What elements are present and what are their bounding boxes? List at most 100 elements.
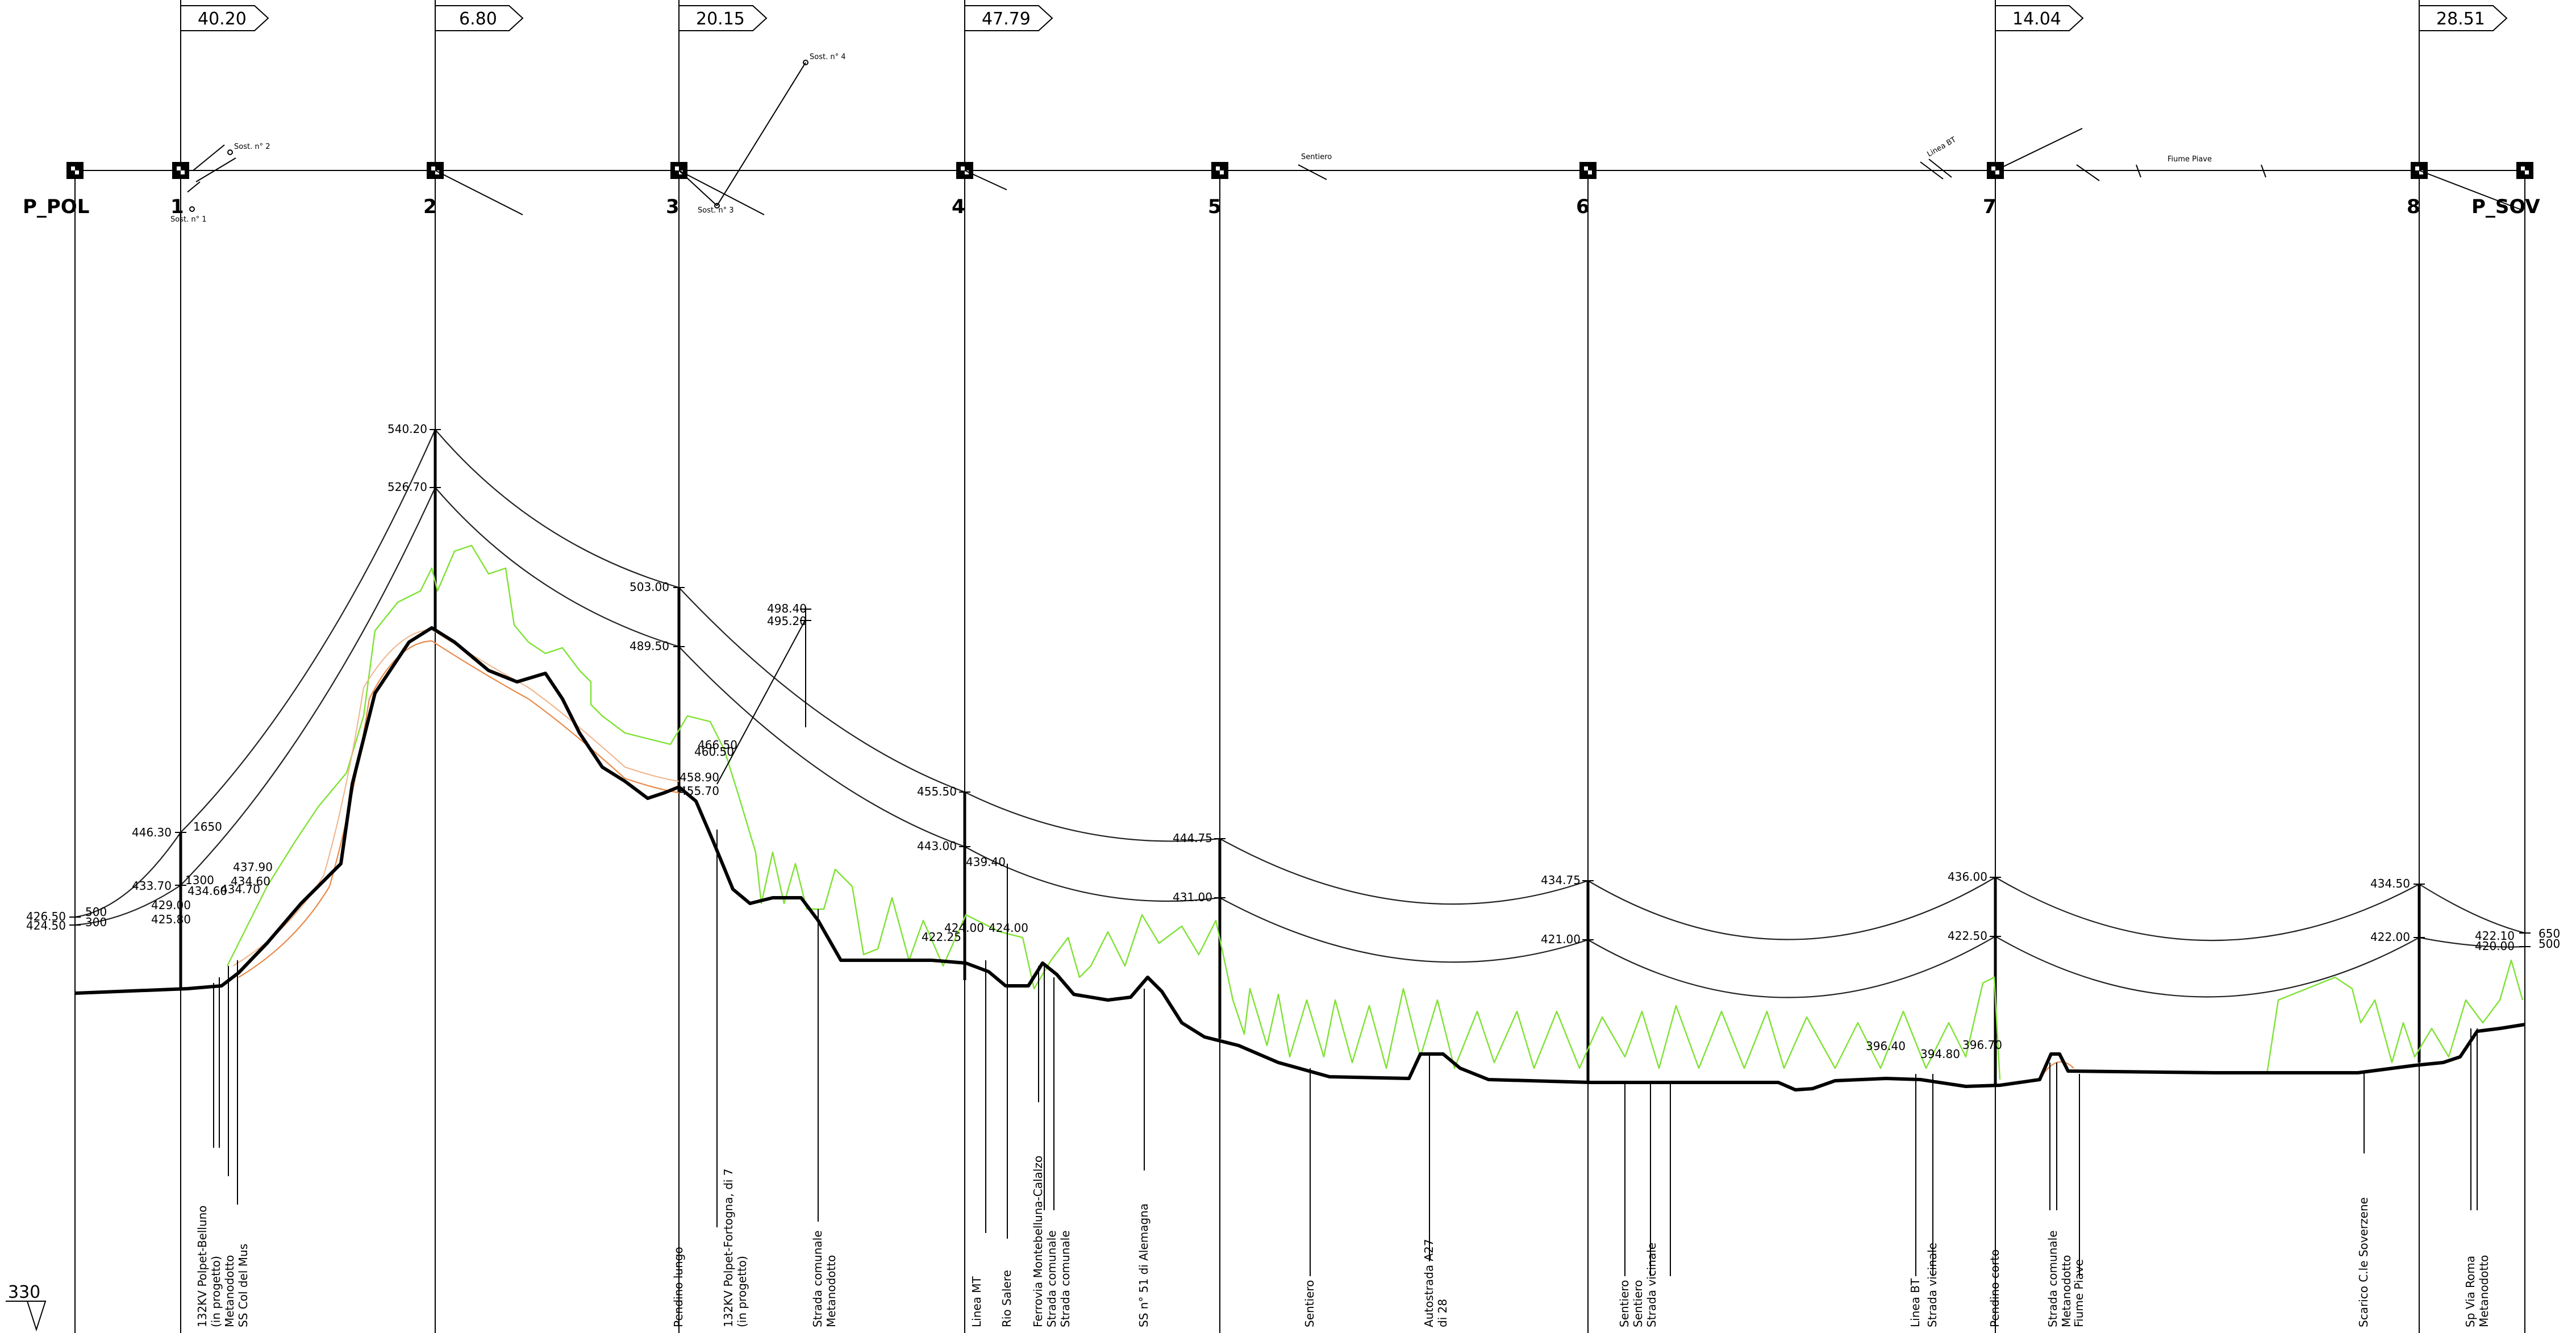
span-box-label: 6.80 [459,9,497,29]
support-name: 1 [170,195,184,218]
elevation-label: 526.70 [387,480,427,494]
span-box-label: 47.79 [982,9,1031,29]
elevation-label: 420.00 [2475,939,2515,953]
scale-label: 330 [8,1282,40,1302]
support-name: P_POL [23,195,89,218]
elevation-label: 424.00 [989,921,1028,935]
plan-tower-dots [189,60,808,212]
crossing-label: Scarico C.le Soverzene [2357,1197,2370,1327]
crossing-label: Strada comunale [1045,1230,1058,1327]
span-box-label: 40.20 [198,9,247,29]
crossing-label: Sp Via Roma [2464,1256,2477,1327]
elevation-ticks [69,429,2531,947]
elevation-side-label: 300 [85,915,107,929]
support-markers [66,162,2533,179]
crossing-label: Strada comunale [1058,1230,1072,1327]
elevation-label: 455.70 [680,784,719,798]
elevation-label: 503.00 [630,580,669,594]
elevation-label: 446.30 [132,826,172,839]
plan-label: Sost. n° 4 [810,53,845,61]
elevation-side-label: 495.20 [767,614,807,628]
elevation-side-label: 500 [85,905,107,919]
crossing-label: Sentiero [1618,1280,1631,1327]
elevation-label: 431.00 [1173,890,1212,904]
conductor-catenaries [74,429,2525,998]
support-name: 2 [423,195,437,218]
crossing-label: Pendino lungo [672,1247,685,1327]
profile-support-poles [179,430,2421,1085]
crossing-labels: 132KV Polpet-Belluno (in progetto) Metanod… [195,1156,2491,1327]
elevation-label: 444.75 [1173,831,1212,845]
crossing-label: SS Col del Mus [236,1244,250,1327]
crossing-label: Strada comunale [811,1230,824,1327]
span-box-group [180,5,2508,31]
crossing-label: Metanodotto [824,1255,838,1327]
span-box-label: 20.15 [696,9,745,29]
support-marker-icon [66,162,84,179]
crossing-label: Metanodotto [223,1255,236,1327]
elevation-label: 394.80 [1920,1047,1960,1061]
span-box-label: 28.51 [2436,9,2485,29]
elevation-label: 540.20 [387,422,427,436]
crossing-label: Pendino corto [1988,1249,2002,1327]
clearance-line [238,640,680,978]
plan-label: Fiume Piave [2167,155,2212,164]
plan-label: Sentiero [1301,153,1332,161]
elevation-label: 434.75 [1541,873,1581,887]
elevation-label: 434.70 [220,882,260,896]
support-marker-icon [1211,162,1228,179]
elevation-label: 426.50 [26,910,66,923]
crossing-label: di 28 [1436,1299,1449,1327]
elevation-label: 489.50 [630,639,669,653]
support-name: 5 [1208,195,1222,218]
elevation-label: 436.00 [1948,870,1987,884]
plan-crossing-marks [187,62,2523,215]
support-name: 7 [1983,195,1996,218]
crossing-label: Ferrovia Montebelluna-Calalzo [1031,1156,1045,1327]
elevation-label: 460.50 [694,745,734,759]
elevation-label: 422.25 [922,930,961,944]
clearance-line-light [232,628,680,967]
elevation-label: 422.50 [1948,929,1987,943]
elevation-label: 455.50 [917,785,957,798]
crossing-label: Linea BT [1908,1278,1922,1327]
support-marker-icon [172,162,189,179]
plan-label: Sost. n° 2 [234,143,270,151]
elevation-label: 424.50 [26,919,66,932]
support-vertical-lines [74,0,2525,1333]
support-name: 4 [952,195,965,218]
crossing-label: Sentiero [1303,1280,1316,1327]
span-box-label: 14.04 [2012,9,2061,29]
elevation-label: 433.70 [132,879,172,893]
crossing-label: SS n° 51 di Alemagna [1137,1203,1151,1327]
elevation-label: 439.40 [966,855,1006,869]
crossing-label: 132KV Polpet-Belluno [195,1205,209,1327]
elevation-label: 422.00 [2370,930,2410,944]
scale-marker: 330 [6,1282,47,1332]
crossing-label: Autostrada A27 [1422,1239,1436,1327]
crossing-label: Linea MT [970,1276,983,1327]
support-name: 6 [1576,195,1590,218]
crossing-label: (in progetto) [735,1256,749,1327]
elevation-label: 434.60 [231,874,270,888]
crossing-label: Metanodotto [2060,1255,2073,1327]
elevation-side-label: 1650 [193,820,222,834]
support-name: 8 [2407,195,2420,218]
crossing-label: Fiume Piave [2072,1259,2086,1327]
crossing-label: 132KV Polpet-Fortogna, di 7 [722,1168,735,1327]
elevation-label: 396.40 [1866,1039,1906,1053]
elevation-label: 434.50 [2370,877,2410,890]
crossing-leader-lines [213,830,2478,1276]
support-marker-icon [1579,162,1597,179]
support-name: P_SOV [2471,195,2540,218]
elevation-label: 443.00 [917,839,957,853]
crossing-label: Metanodotto [2477,1255,2491,1327]
elevation-label: 458.90 [680,770,719,784]
elevation-label: 396.70 [1962,1038,2002,1052]
plan-label: Linea BT [1926,135,1958,159]
elevation-label: 424.00 [944,921,984,935]
ground-profile [74,626,2525,1092]
elevation-side-label: 650 [2539,927,2560,940]
elevation-side-label: 1300 [185,873,214,887]
